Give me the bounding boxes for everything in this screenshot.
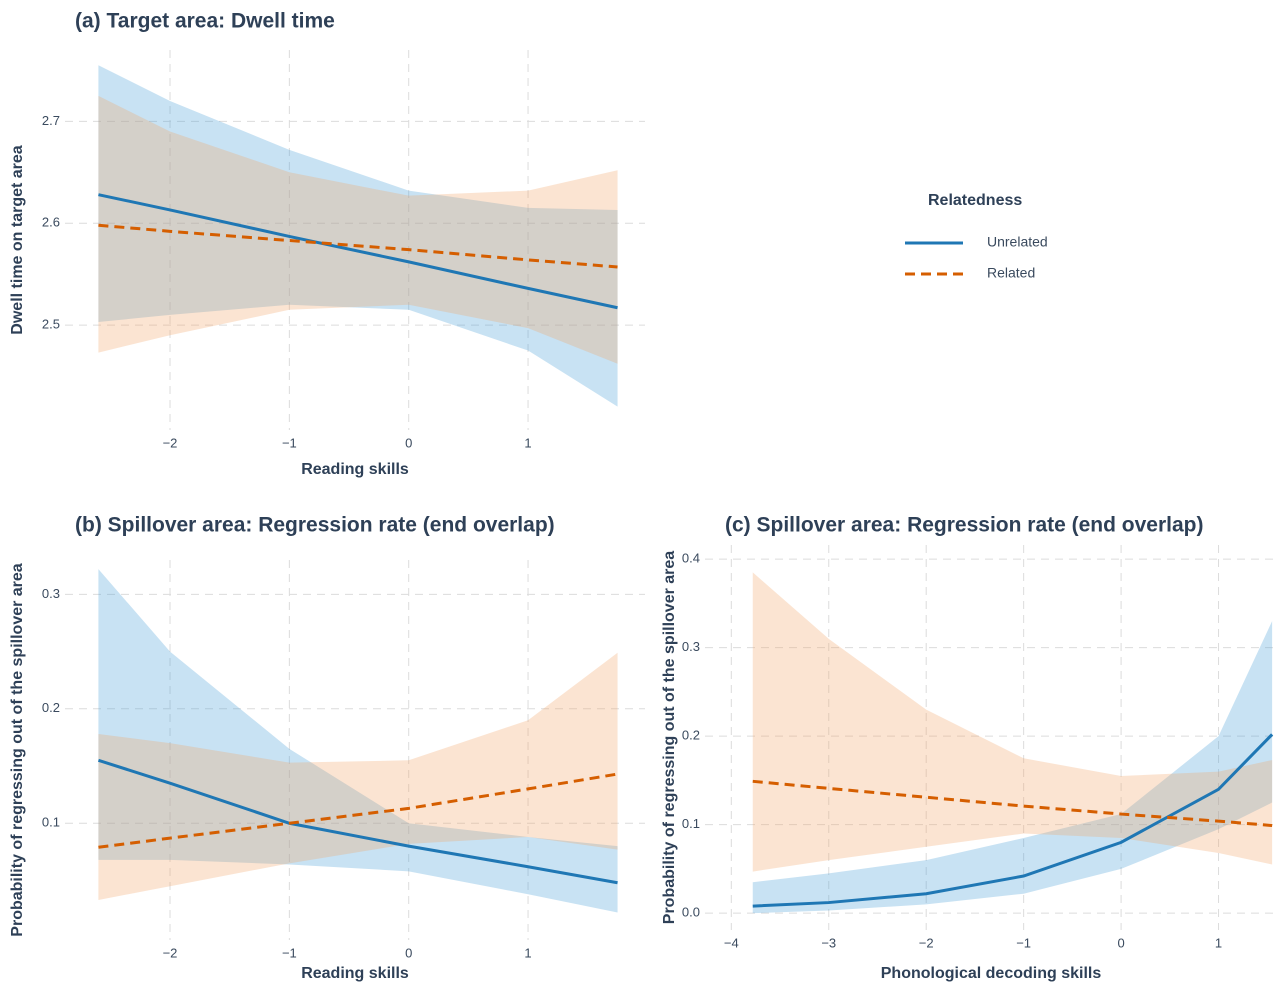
y-tick-label: 0.1 bbox=[682, 816, 700, 831]
series-line bbox=[98, 193, 618, 310]
chart-title: (c) Spillover area: Regression rate (end… bbox=[725, 514, 1204, 537]
y-tick-label: 2.5 bbox=[42, 317, 60, 332]
x-tick-label: −4 bbox=[724, 935, 739, 950]
x-tick-label: −2 bbox=[919, 935, 934, 950]
series-line bbox=[752, 779, 1273, 828]
legend-title: Relatedness bbox=[928, 192, 1022, 209]
y-tick-label: 0.4 bbox=[682, 551, 700, 566]
x-tick-label: 0 bbox=[405, 945, 412, 960]
x-tick-label: −1 bbox=[282, 435, 297, 450]
confidence-band bbox=[752, 621, 1273, 914]
x-tick-label: −3 bbox=[821, 935, 836, 950]
y-tick-label: 0.2 bbox=[682, 728, 700, 743]
x-tick-label: 0 bbox=[1117, 935, 1124, 950]
x-tick-label: −1 bbox=[1016, 935, 1031, 950]
x-tick-label: −1 bbox=[282, 945, 297, 960]
x-axis-title: Phonological decoding skills bbox=[881, 965, 1102, 982]
y-axis-title: Probability of regressing out of the spi… bbox=[9, 563, 26, 937]
x-axis-title: Reading skills bbox=[301, 965, 409, 982]
y-tick-label: 0.0 bbox=[682, 905, 700, 920]
series-line bbox=[97, 758, 618, 885]
legend-label: Related bbox=[987, 265, 1035, 281]
confidence-band bbox=[98, 65, 618, 407]
x-tick-label: −2 bbox=[163, 435, 178, 450]
x-tick-label: 0 bbox=[405, 435, 412, 450]
y-tick-label: 0.2 bbox=[42, 700, 60, 715]
x-tick-label: 1 bbox=[524, 945, 531, 960]
x-tick-label: −2 bbox=[163, 945, 178, 960]
confidence-band bbox=[98, 569, 618, 913]
y-tick-label: 2.6 bbox=[42, 215, 60, 230]
y-tick-label: 0.3 bbox=[42, 586, 60, 601]
y-axis-title: Probability of regressing out of the spi… bbox=[661, 551, 678, 925]
chart-title: (a) Target area: Dwell time bbox=[75, 10, 335, 33]
x-axis-title: Reading skills bbox=[301, 461, 409, 478]
confidence-band bbox=[98, 652, 618, 900]
y-tick-label: 2.7 bbox=[42, 113, 60, 128]
y-axis-title: Dwell time on target area bbox=[9, 145, 26, 334]
confidence-band bbox=[752, 572, 1273, 872]
series-line bbox=[98, 772, 618, 849]
chart-title: (b) Spillover area: Regression rate (end… bbox=[75, 514, 555, 537]
legend-label: Unrelated bbox=[987, 234, 1048, 250]
x-tick-label: 1 bbox=[524, 435, 531, 450]
series-line bbox=[752, 733, 1274, 908]
confidence-band bbox=[98, 95, 618, 364]
x-tick-label: 1 bbox=[1215, 935, 1222, 950]
y-tick-label: 0.1 bbox=[42, 815, 60, 830]
y-tick-label: 0.3 bbox=[682, 639, 700, 654]
